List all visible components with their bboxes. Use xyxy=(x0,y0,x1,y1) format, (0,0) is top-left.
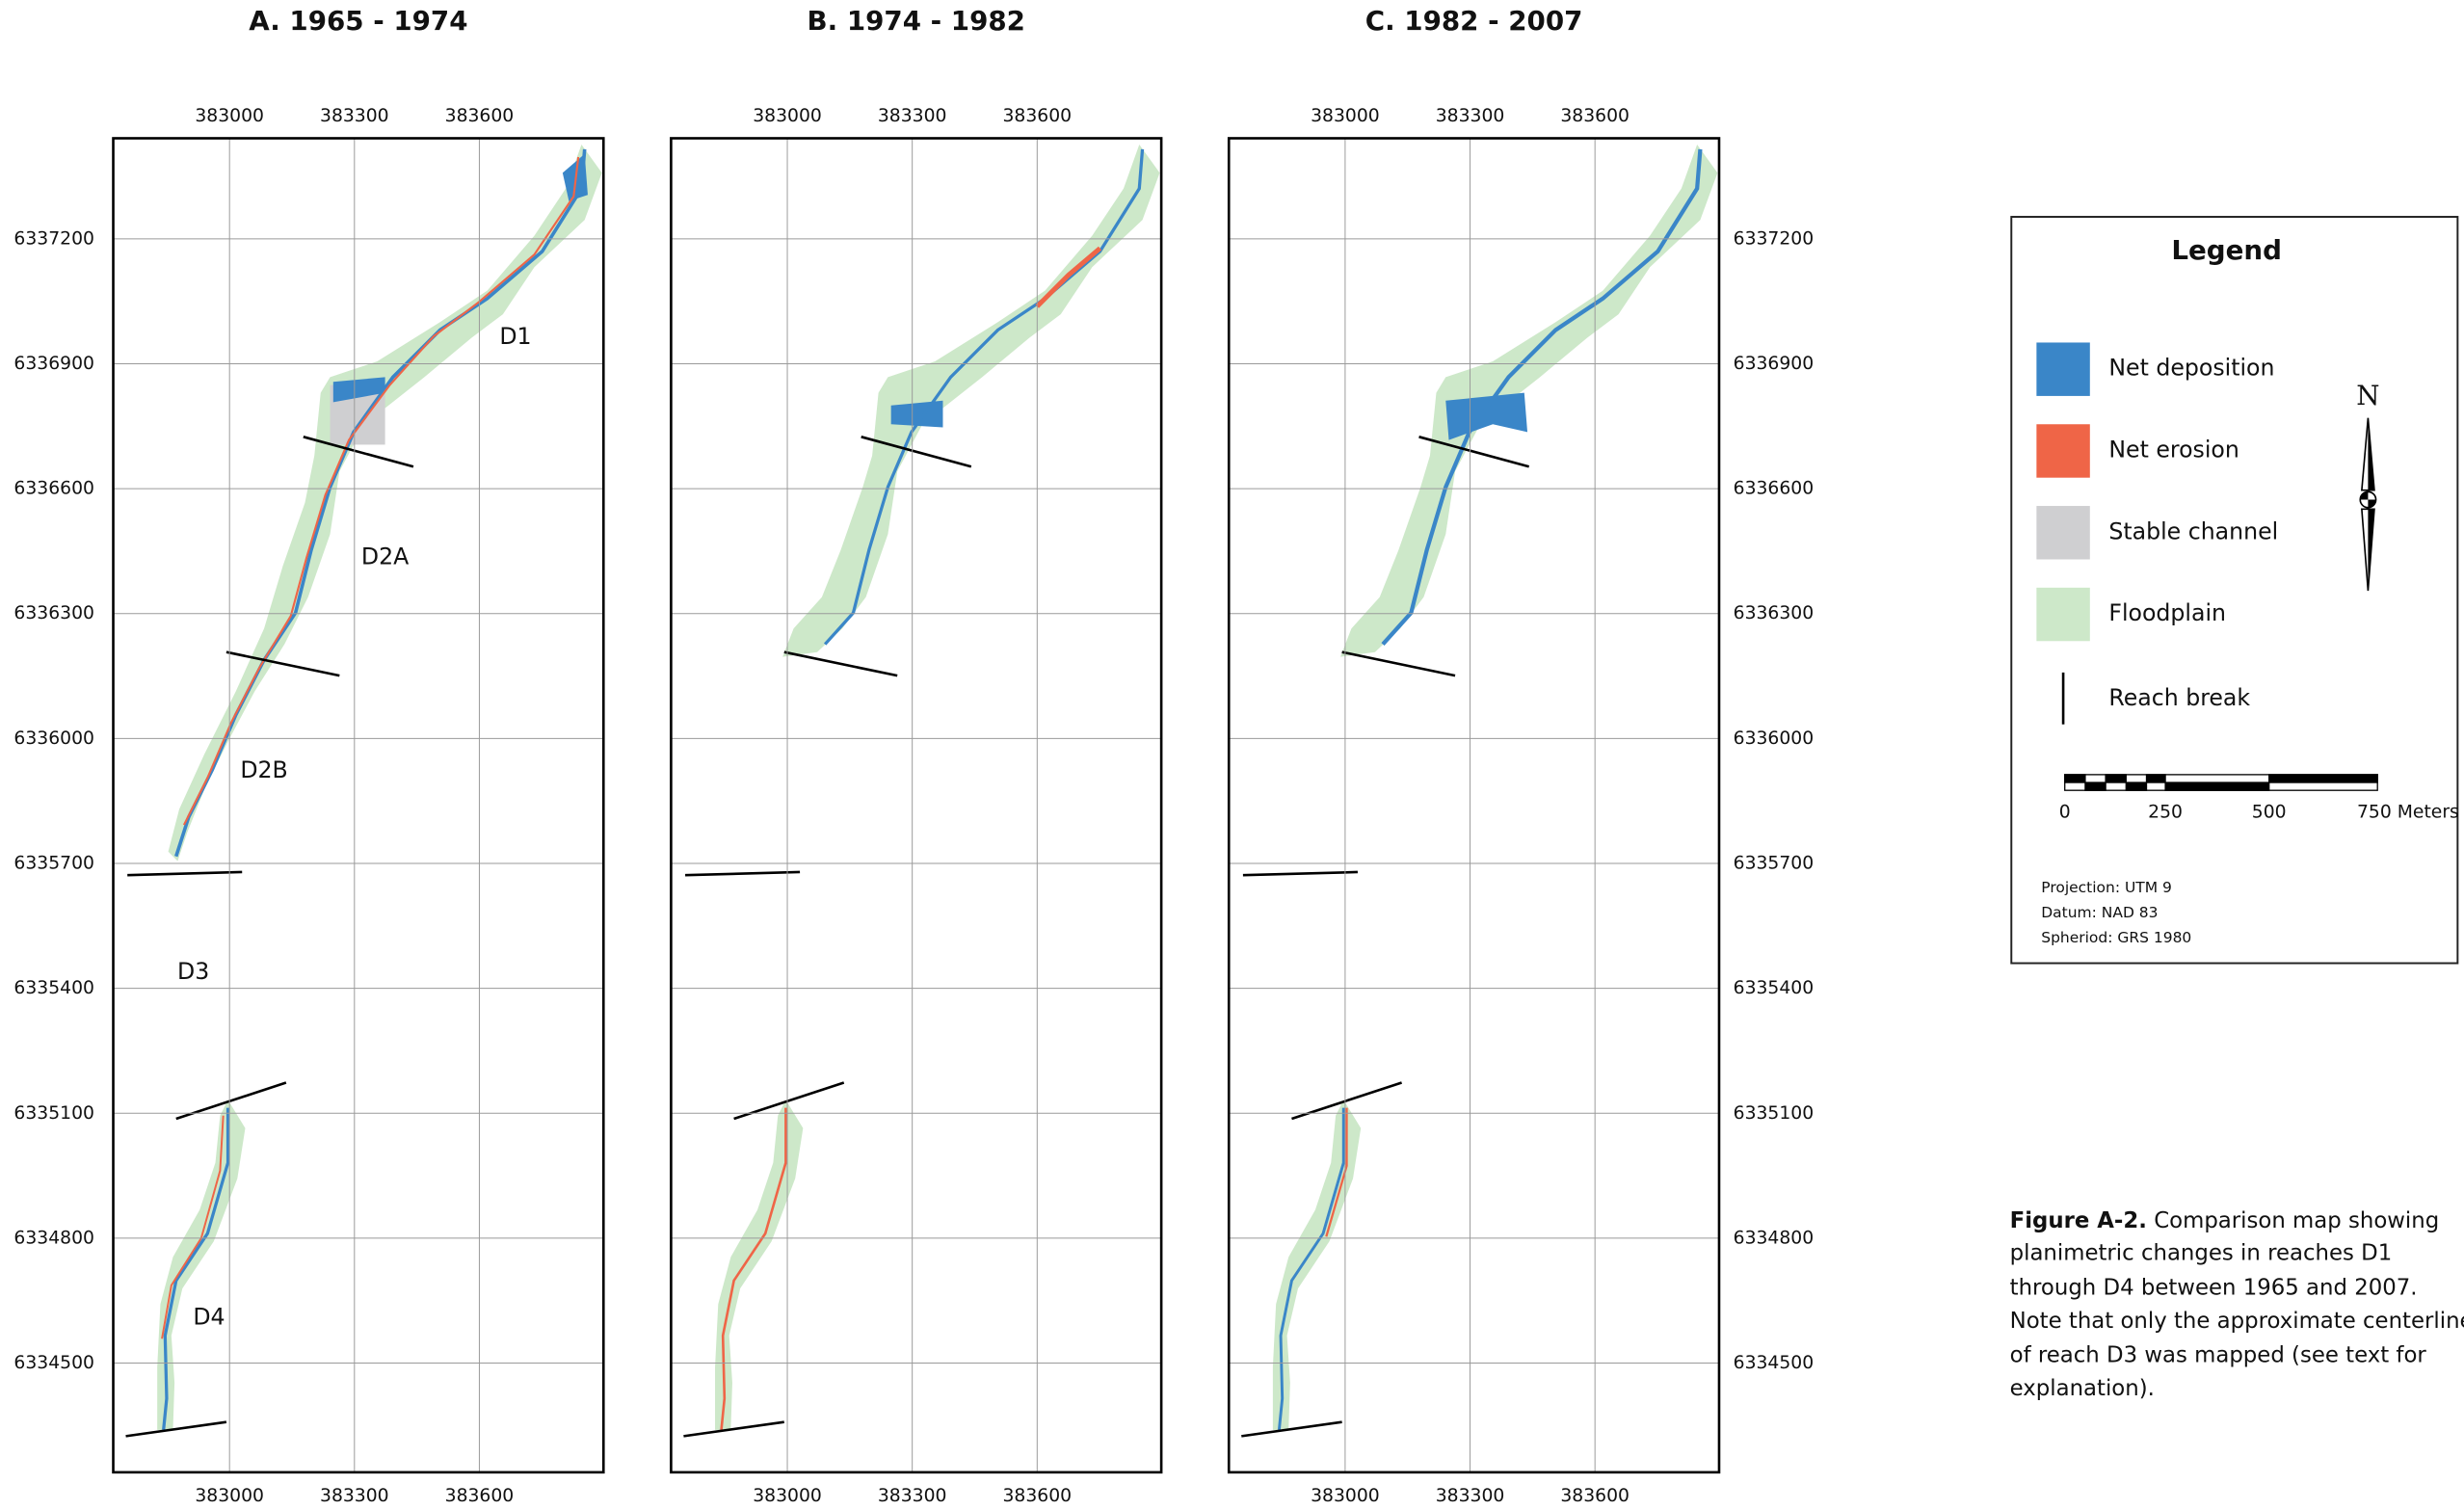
scale-label: 250 xyxy=(2148,803,2183,823)
legend-label: Net deposition xyxy=(2108,355,2274,382)
caption-line: Figure A-2. Comparison map showing xyxy=(2010,1207,2440,1232)
caption-text: Comparison map showing xyxy=(2154,1207,2439,1232)
x-tick-label: 383300 xyxy=(1436,106,1505,126)
y-tick-label: 6335400 xyxy=(1734,978,1815,998)
reach-label: D1 xyxy=(499,323,531,350)
y-tick-label: 6337200 xyxy=(1734,228,1815,249)
north-arrow: N xyxy=(2356,380,2380,592)
y-tick-label: 6334500 xyxy=(1734,1353,1815,1373)
y-tick-label: 6335400 xyxy=(13,978,94,998)
y-tick-label: 6336000 xyxy=(13,729,94,749)
x-tick-label: 383600 xyxy=(1003,1486,1073,1506)
frames xyxy=(112,137,1721,1474)
legend-label: Reach break xyxy=(2108,684,2250,711)
y-tick-label: 6334500 xyxy=(13,1353,94,1373)
scale-label: 750 Meters xyxy=(2357,803,2459,823)
panel-title: B. 1974 - 1982 xyxy=(808,5,1025,37)
y-tick-label: 6335100 xyxy=(13,1103,94,1124)
x-tick-label: 383600 xyxy=(445,106,515,126)
x-tick-label: 383600 xyxy=(1560,1486,1629,1506)
legend-label: Stable channel xyxy=(2108,517,2278,544)
y-tick-label: 6334800 xyxy=(13,1228,94,1248)
y-tick-label: 6336900 xyxy=(1734,354,1815,374)
caption-line: through D4 between 1965 and 2007. xyxy=(2010,1276,2418,1301)
scale-label: 500 xyxy=(2252,803,2287,823)
caption-line: planimetric changes in reaches D1 xyxy=(2010,1241,2393,1266)
projection-text: Projection: UTM 9 xyxy=(2041,879,2172,896)
y-tick-label: 6336300 xyxy=(13,603,94,623)
y-tick-label: 6335700 xyxy=(13,854,94,874)
panel-a xyxy=(124,145,602,1438)
grid xyxy=(113,138,1719,1472)
x-tick-label: 383000 xyxy=(1311,106,1380,126)
legend-label: Net erosion xyxy=(2108,436,2239,463)
reach-label: D4 xyxy=(193,1304,225,1331)
panel-b xyxy=(682,145,1160,1438)
reach-label: D2B xyxy=(240,756,287,783)
y-tick-label: 6336000 xyxy=(1734,729,1815,749)
x-tick-label: 383000 xyxy=(753,1486,822,1506)
x-tick-label: 383300 xyxy=(878,1486,947,1506)
caption: Figure A-2. Comparison map showing plani… xyxy=(2010,1207,2464,1400)
y-tick-label: 6335100 xyxy=(1734,1103,1815,1124)
caption-line: explanation). xyxy=(2010,1376,2155,1401)
y-tick-label: 6336600 xyxy=(1734,479,1815,499)
x-tick-label: 383300 xyxy=(320,1486,389,1506)
y-tick-label: 6336300 xyxy=(1734,603,1815,623)
scale-label: 0 xyxy=(2059,803,2071,823)
panel-title: C. 1982 - 2007 xyxy=(1365,5,1583,37)
legend: Legend Net deposition Net erosion Stable… xyxy=(2010,216,2459,965)
x-tick-label: 383300 xyxy=(878,106,947,126)
caption-line: of reach D3 was mapped (see text for xyxy=(2010,1343,2427,1368)
y-tick-label: 6334800 xyxy=(1734,1228,1815,1248)
x-tick-label: 383600 xyxy=(1560,106,1629,126)
panel-c xyxy=(1239,145,1718,1438)
caption-label: Figure A-2. xyxy=(2010,1207,2147,1232)
x-tick-label: 383600 xyxy=(445,1486,515,1506)
x-tick-label: 383000 xyxy=(1311,1486,1380,1506)
y-tick-label: 6337200 xyxy=(13,228,94,249)
scale-bar xyxy=(2064,774,2378,791)
legend-label: Floodplain xyxy=(2108,599,2226,626)
y-tick-label: 6336900 xyxy=(13,354,94,374)
x-tick-label: 383000 xyxy=(195,106,264,126)
legend-title: Legend xyxy=(2171,234,2282,266)
projection-text: Datum: NAD 83 xyxy=(2041,904,2158,921)
reach-label: D3 xyxy=(177,958,209,985)
y-tick-label: 6336600 xyxy=(13,479,94,499)
reach-label: D2A xyxy=(361,543,409,570)
x-tick-label: 383000 xyxy=(753,106,822,126)
north-label: N xyxy=(2356,380,2379,411)
x-tick-label: 383000 xyxy=(195,1486,264,1506)
x-tick-label: 383300 xyxy=(320,106,389,126)
panel-title: A. 1965 - 1974 xyxy=(249,5,467,37)
projection-text: Spheriod: GRS 1980 xyxy=(2041,929,2191,946)
caption-line: Note that only the approximate centerlin… xyxy=(2010,1309,2464,1334)
y-tick-label: 6335700 xyxy=(1734,854,1815,874)
x-tick-label: 383300 xyxy=(1436,1486,1505,1506)
x-tick-label: 383600 xyxy=(1003,106,1073,126)
